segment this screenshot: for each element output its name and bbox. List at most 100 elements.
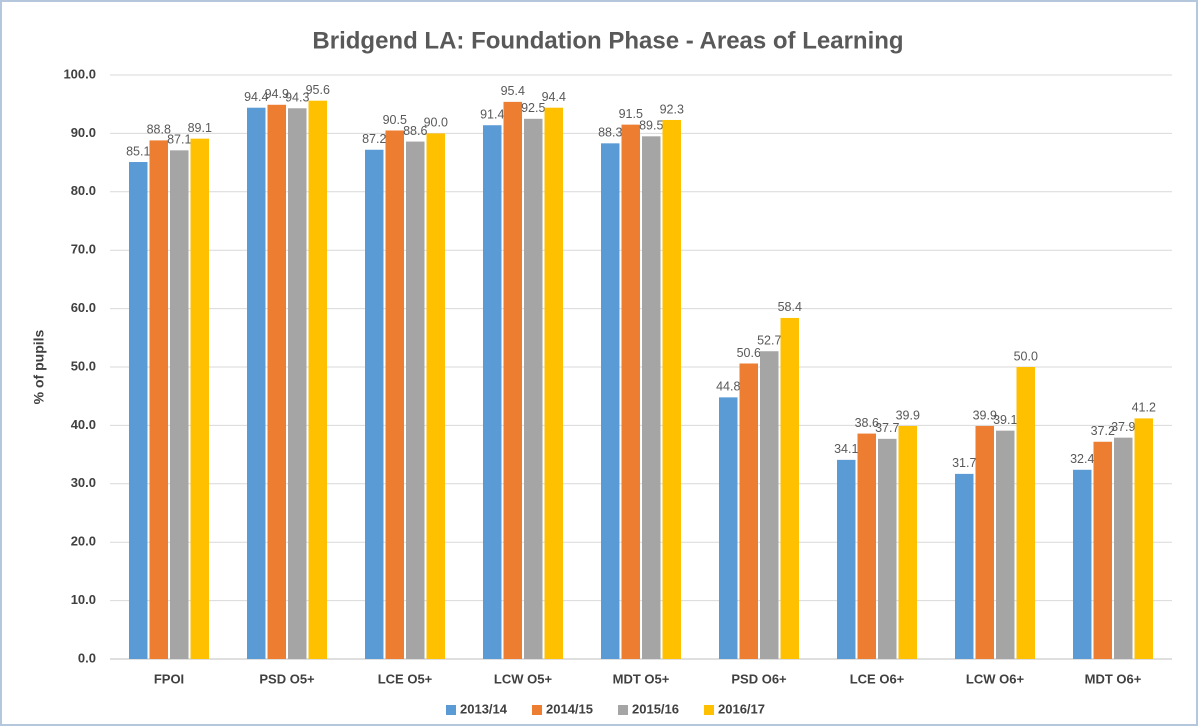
bar xyxy=(601,143,620,659)
bar xyxy=(1093,441,1112,659)
x-tick-label: MDT O5+ xyxy=(613,671,670,686)
bar xyxy=(975,425,994,659)
data-label: 44.8 xyxy=(716,380,740,394)
data-label: 87.1 xyxy=(167,133,191,147)
data-label: 52.7 xyxy=(757,334,781,348)
bar xyxy=(426,133,445,659)
x-tick-label: PSD O5+ xyxy=(259,671,315,686)
y-axis-label: % of pupils xyxy=(31,329,47,404)
data-label: 37.9 xyxy=(1111,420,1135,434)
legend-label: 2015/16 xyxy=(632,701,679,716)
bar xyxy=(247,107,266,660)
data-label: 88.3 xyxy=(598,126,622,140)
bar xyxy=(780,317,799,659)
bar xyxy=(483,125,502,659)
x-tick-label: LCW O6+ xyxy=(966,671,1025,686)
y-tick-label: 10.0 xyxy=(71,592,96,607)
data-label: 94.4 xyxy=(542,90,566,104)
bar xyxy=(503,101,522,659)
data-label: 94.9 xyxy=(265,87,289,101)
data-label: 31.7 xyxy=(952,456,976,470)
data-label: 37.2 xyxy=(1091,424,1115,438)
chart-title: Bridgend LA: Foundation Phase - Areas of… xyxy=(312,27,903,54)
bar xyxy=(385,130,404,660)
legend-label: 2014/15 xyxy=(546,701,593,716)
data-label: 95.4 xyxy=(501,84,525,98)
bar xyxy=(1073,469,1092,659)
bar xyxy=(544,107,563,660)
data-label: 95.6 xyxy=(306,83,330,97)
bar xyxy=(170,150,189,659)
data-label: 39.9 xyxy=(896,408,920,422)
bar xyxy=(149,140,168,659)
data-label: 85.1 xyxy=(126,144,150,158)
x-tick-label: FPOI xyxy=(154,671,184,686)
x-tick-label: MDT O6+ xyxy=(1085,671,1142,686)
y-tick-label: 100.0 xyxy=(63,66,96,81)
bar xyxy=(760,351,779,659)
legend-swatch xyxy=(618,705,628,715)
data-label: 91.4 xyxy=(480,108,504,122)
data-label: 88.6 xyxy=(403,124,427,138)
data-label: 89.5 xyxy=(639,119,663,133)
legend-label: 2016/17 xyxy=(718,701,765,716)
bar xyxy=(662,119,681,659)
bar xyxy=(719,397,738,659)
bar xyxy=(642,136,661,659)
data-label: 38.6 xyxy=(855,416,879,430)
y-tick-label: 90.0 xyxy=(71,125,96,140)
bar xyxy=(308,100,327,660)
legend-swatch xyxy=(446,705,456,715)
data-label: 92.3 xyxy=(660,102,684,116)
data-label: 94.4 xyxy=(244,90,268,104)
data-label: 41.2 xyxy=(1132,401,1156,415)
data-label: 89.1 xyxy=(188,121,212,135)
x-tick-label: LCE O6+ xyxy=(850,671,905,686)
bar xyxy=(267,104,286,659)
data-label: 90.5 xyxy=(383,113,407,127)
bar xyxy=(129,162,148,660)
legend-swatch xyxy=(532,705,542,715)
y-tick-label: 0.0 xyxy=(78,650,96,665)
data-label: 32.4 xyxy=(1070,452,1094,466)
y-tick-label: 80.0 xyxy=(71,183,96,198)
bar xyxy=(621,124,640,659)
data-label: 58.4 xyxy=(778,300,802,314)
bar xyxy=(1114,437,1133,659)
data-label: 39.9 xyxy=(973,408,997,422)
data-label: 50.0 xyxy=(1014,349,1038,363)
bar xyxy=(955,473,974,659)
y-tick-label: 50.0 xyxy=(71,358,96,373)
x-tick-label: LCW O5+ xyxy=(494,671,553,686)
data-label: 92.5 xyxy=(521,101,545,115)
bar xyxy=(524,118,543,660)
data-label: 39.1 xyxy=(993,413,1017,427)
bar xyxy=(739,363,758,659)
y-tick-label: 70.0 xyxy=(71,242,96,257)
bar xyxy=(406,141,425,660)
bar xyxy=(1016,367,1035,659)
data-label: 87.2 xyxy=(362,132,386,146)
bar xyxy=(837,459,856,659)
x-tick-label: PSD O6+ xyxy=(731,671,787,686)
data-label: 94.3 xyxy=(285,91,309,105)
y-tick-label: 60.0 xyxy=(71,300,96,315)
data-label: 91.5 xyxy=(619,107,643,121)
data-label: 50.6 xyxy=(737,346,761,360)
legend-label: 2013/14 xyxy=(460,701,508,716)
bar xyxy=(898,425,917,659)
y-tick-label: 40.0 xyxy=(71,417,96,432)
data-label: 88.8 xyxy=(147,123,171,137)
bar xyxy=(857,433,876,659)
legend-swatch xyxy=(704,705,714,715)
y-tick-label: 30.0 xyxy=(71,475,96,490)
x-tick-label: LCE O5+ xyxy=(378,671,433,686)
data-label: 90.0 xyxy=(424,116,448,130)
bar xyxy=(288,108,307,659)
bar xyxy=(996,430,1015,659)
bar xyxy=(190,138,209,659)
bar xyxy=(878,438,897,659)
bar xyxy=(1134,418,1153,659)
bar xyxy=(365,149,384,659)
data-label: 34.1 xyxy=(834,442,858,456)
